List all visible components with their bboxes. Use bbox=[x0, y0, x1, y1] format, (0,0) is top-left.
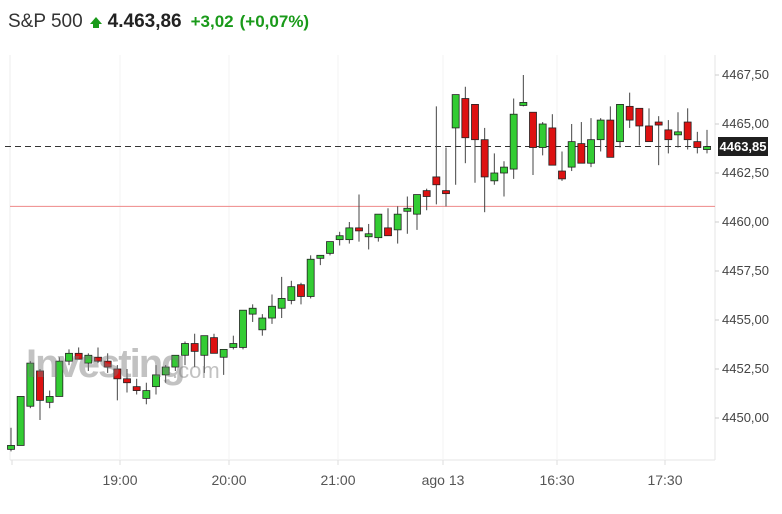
quote-header: S&P 500 4.463,86 +3,02 (+0,07%) bbox=[8, 9, 309, 35]
svg-text:4457,50: 4457,50 bbox=[722, 263, 769, 278]
watermark-logo: Investing bbox=[26, 342, 186, 386]
up-arrow-icon bbox=[89, 16, 102, 28]
svg-text:4450,00: 4450,00 bbox=[722, 410, 769, 425]
svg-text:4467,50: 4467,50 bbox=[722, 67, 769, 82]
svg-text:4462,50: 4462,50 bbox=[722, 165, 769, 180]
svg-text:4452,50: 4452,50 bbox=[722, 361, 769, 376]
svg-text:21:00: 21:00 bbox=[320, 472, 355, 488]
x-axis: 19:00 20:00 21:00 ago 13 16:30 17:30 bbox=[11, 460, 683, 488]
y-axis: 4467,50 4465,00 4462,50 4460,00 4457,50 4455,… bbox=[715, 67, 769, 425]
svg-text:ago 13: ago 13 bbox=[422, 472, 465, 488]
symbol-name: S&P 500 bbox=[8, 11, 83, 32]
last-price-tag: 4463,85 bbox=[718, 137, 768, 156]
svg-text:20:00: 20:00 bbox=[211, 472, 246, 488]
price-change-percent: (+0,07%) bbox=[239, 12, 310, 31]
svg-text:19:00: 19:00 bbox=[102, 472, 137, 488]
chart-grid bbox=[5, 55, 716, 461]
watermark-suffix: .com bbox=[172, 358, 220, 383]
candles bbox=[7, 75, 711, 452]
svg-text:4460,00: 4460,00 bbox=[722, 214, 769, 229]
price-change: +3,02 bbox=[190, 12, 234, 31]
svg-text:4465,00: 4465,00 bbox=[722, 116, 769, 131]
last-price: 4.463,86 bbox=[107, 11, 182, 32]
svg-text:16:30: 16:30 bbox=[539, 472, 574, 488]
svg-text:17:30: 17:30 bbox=[647, 472, 682, 488]
svg-text:4455,00: 4455,00 bbox=[722, 312, 769, 327]
